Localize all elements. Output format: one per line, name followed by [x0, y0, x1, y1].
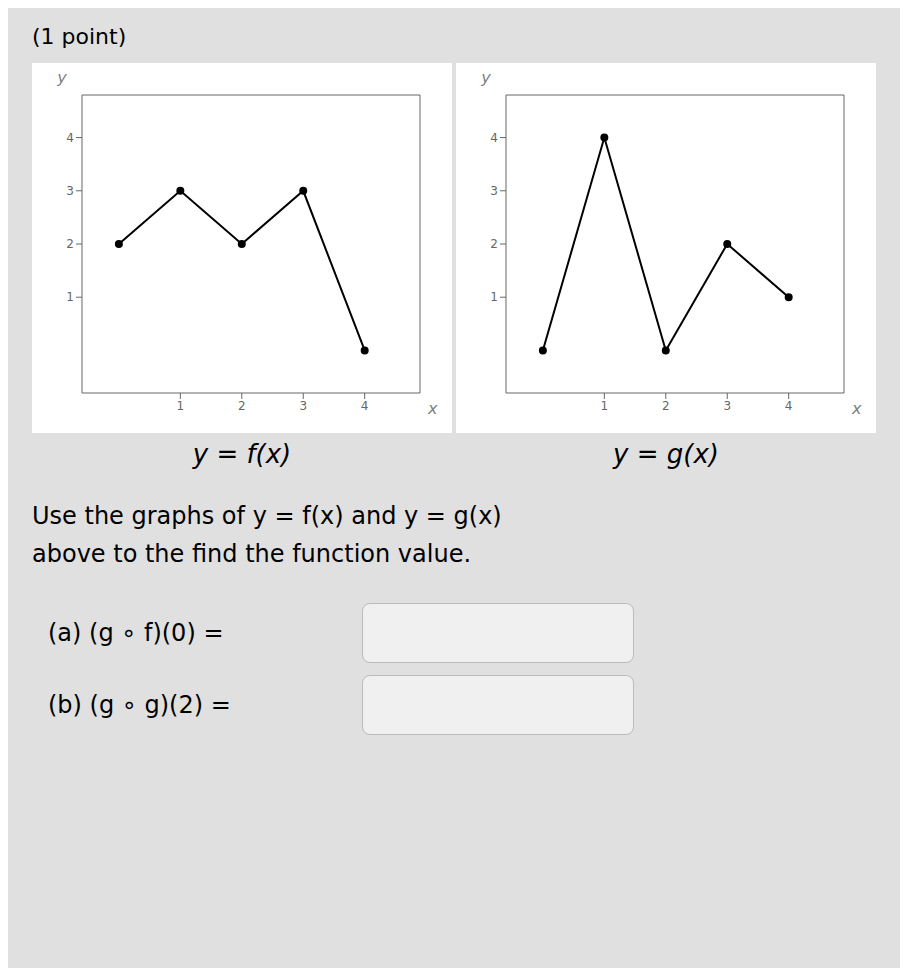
- svg-text:x: x: [427, 399, 438, 418]
- svg-text:x: x: [851, 399, 862, 418]
- svg-text:y: y: [480, 68, 491, 87]
- svg-text:4: 4: [66, 131, 74, 145]
- svg-text:2: 2: [490, 237, 498, 251]
- svg-text:2: 2: [238, 399, 246, 413]
- svg-text:1: 1: [601, 399, 609, 413]
- svg-text:4: 4: [785, 399, 793, 413]
- svg-text:y: y: [56, 68, 67, 87]
- svg-text:3: 3: [299, 399, 307, 413]
- svg-text:4: 4: [361, 399, 369, 413]
- html-text:y = g(x): y = g(x): [613, 439, 719, 469]
- svg-text:3: 3: [66, 184, 74, 198]
- svg-text:1: 1: [490, 290, 498, 304]
- html-text:(b) (g ∘ g)(2) =: (b) (g ∘ g)(2) =: [48, 691, 231, 719]
- svg-text:1: 1: [177, 399, 185, 413]
- html-text:(1 point): (1 point): [32, 24, 127, 49]
- svg-text:4: 4: [490, 131, 498, 145]
- svg-text:3: 3: [723, 399, 731, 413]
- svg-text:2: 2: [66, 237, 74, 251]
- html-text:y = f(x): y = f(x): [192, 439, 292, 469]
- html-text:(a) (g ∘ f)(0) =: (a) (g ∘ f)(0) =: [48, 619, 224, 647]
- svg-text:1: 1: [66, 290, 74, 304]
- svg-text:2: 2: [662, 399, 670, 413]
- svg-text:3: 3: [490, 184, 498, 198]
- html-text:above to the find the function: above to the find the function value.: [32, 540, 471, 568]
- html-text:Use the graphs of y = f(x) and: Use the graphs of y = f(x) and y = g(x): [32, 502, 502, 530]
